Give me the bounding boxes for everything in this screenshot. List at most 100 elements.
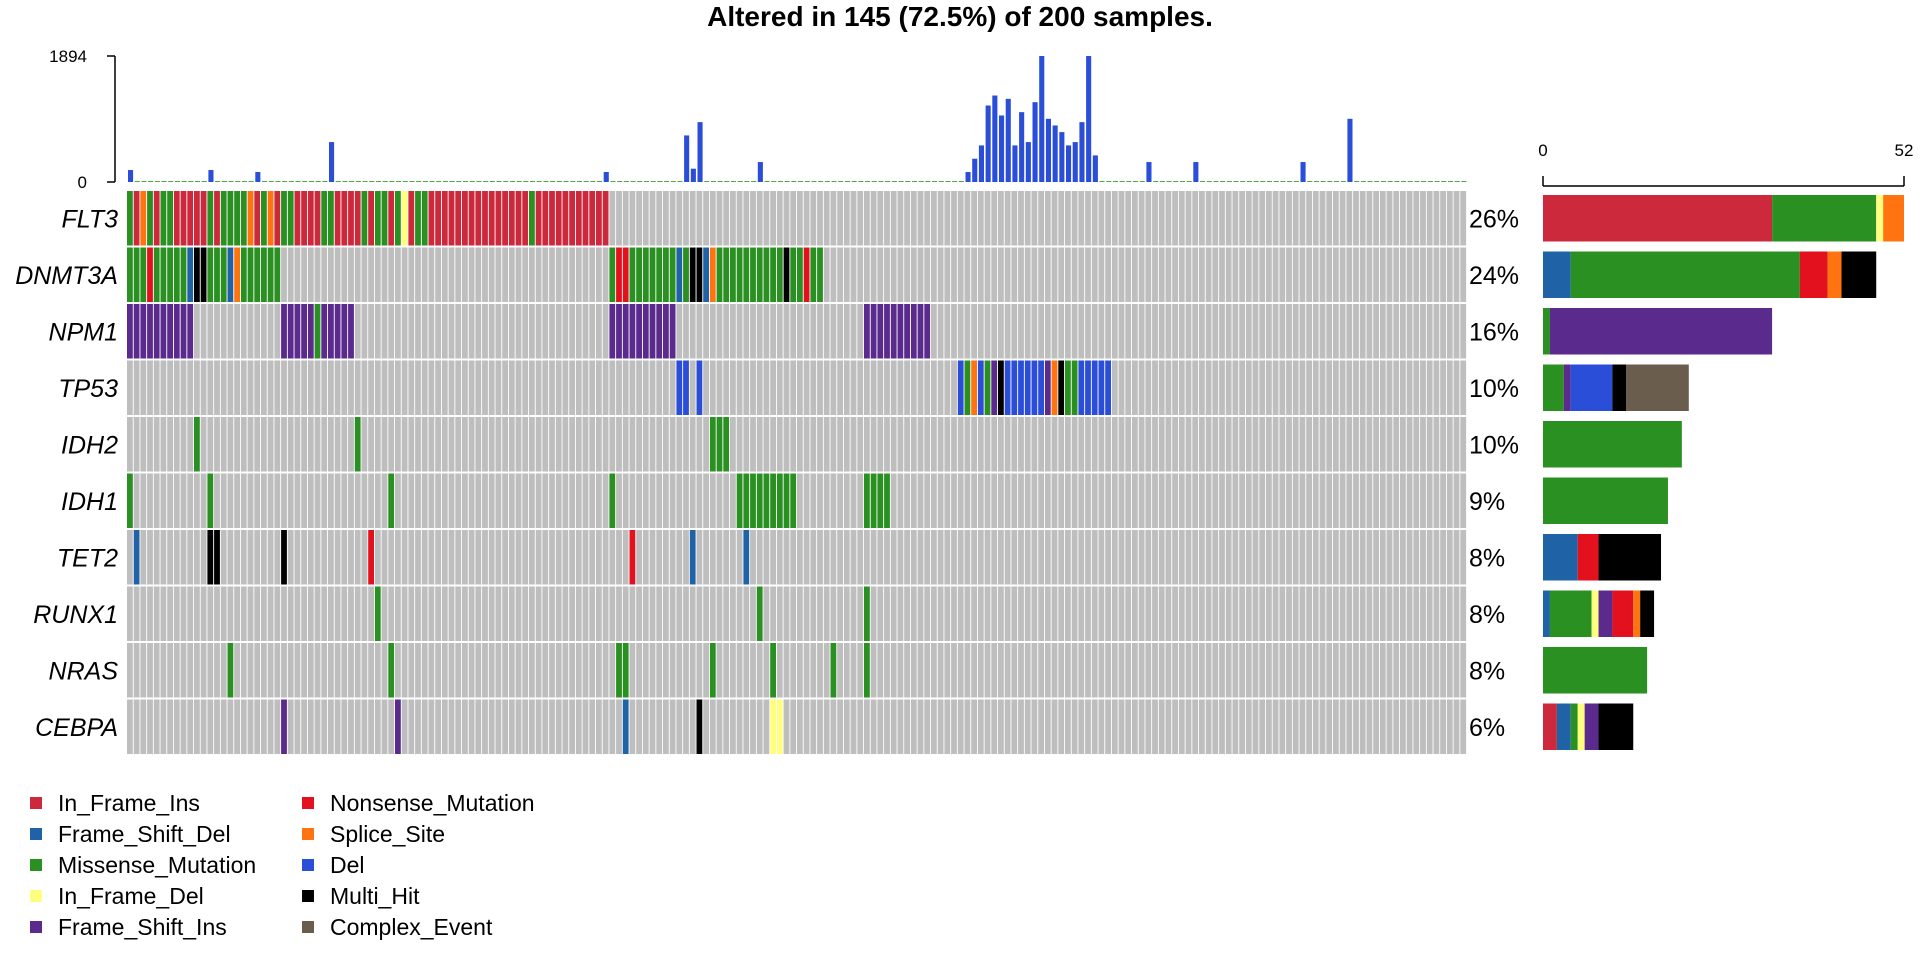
matrix-cell xyxy=(622,473,629,528)
matrix-cell xyxy=(622,304,629,359)
matrix-cell xyxy=(669,191,676,246)
tmb-bar xyxy=(871,181,877,182)
matrix-cell xyxy=(1158,530,1165,585)
matrix-cell xyxy=(1219,586,1225,641)
matrix-cell xyxy=(931,586,937,641)
tmb-bar xyxy=(416,181,422,182)
matrix-cell xyxy=(1152,699,1158,754)
matrix-cell xyxy=(187,586,194,641)
matrix-cell xyxy=(562,417,569,472)
matrix-cell xyxy=(910,699,917,754)
matrix-cell xyxy=(977,360,984,415)
matrix-cell xyxy=(998,417,1004,472)
legend-label: Nonsense_Mutation xyxy=(330,790,535,816)
tmb-bar xyxy=(1334,181,1340,182)
matrix-cell xyxy=(1085,304,1091,359)
matrix-cell xyxy=(1353,191,1359,246)
matrix-cell xyxy=(160,360,167,415)
tmb-bar xyxy=(1394,181,1400,182)
matrix-cell xyxy=(716,586,723,641)
matrix-cell xyxy=(160,699,167,754)
matrix-cell xyxy=(676,530,683,585)
matrix-cell xyxy=(602,699,609,754)
matrix-cell xyxy=(837,191,843,246)
tmb-bar xyxy=(1086,56,1092,182)
matrix-cell xyxy=(629,360,636,415)
matrix-cell xyxy=(194,699,200,754)
matrix-cell xyxy=(1252,473,1259,528)
matrix-cell xyxy=(354,247,361,302)
matrix-cell xyxy=(502,360,508,415)
matrix-cell xyxy=(1192,417,1199,472)
matrix-cell xyxy=(890,191,897,246)
matrix-cell xyxy=(1011,417,1018,472)
matrix-cell xyxy=(187,473,194,528)
matrix-cell xyxy=(321,304,328,359)
matrix-cell xyxy=(850,699,857,754)
tmb-bar xyxy=(215,181,221,182)
matrix-cell xyxy=(763,417,770,472)
matrix-cell xyxy=(656,586,663,641)
matrix-cell xyxy=(495,417,502,472)
tmb-bar xyxy=(717,181,723,182)
matrix-cell xyxy=(850,360,857,415)
matrix-cell xyxy=(374,586,381,641)
matrix-cell xyxy=(1051,586,1058,641)
matrix-cell xyxy=(147,417,153,472)
matrix-cell xyxy=(1326,643,1333,698)
matrix-cell xyxy=(1071,530,1078,585)
matrix-cell xyxy=(709,473,716,528)
matrix-cell xyxy=(1031,360,1038,415)
matrix-cell xyxy=(998,473,1004,528)
matrix-cell xyxy=(1172,530,1178,585)
matrix-cell xyxy=(1232,360,1239,415)
matrix-cell xyxy=(676,191,683,246)
matrix-cell xyxy=(522,530,529,585)
matrix-cell xyxy=(609,473,616,528)
matrix-cell xyxy=(488,417,495,472)
matrix-cell xyxy=(455,417,462,472)
matrix-cell xyxy=(1353,586,1359,641)
matrix-cell xyxy=(1460,417,1467,472)
matrix-cell xyxy=(803,417,810,472)
matrix-cell xyxy=(1091,247,1098,302)
matrix-cell xyxy=(964,191,971,246)
matrix-cell xyxy=(374,247,381,302)
matrix-cell xyxy=(535,473,542,528)
matrix-cell xyxy=(797,360,803,415)
tmb-bar xyxy=(1267,181,1273,182)
matrix-cell xyxy=(1426,417,1433,472)
matrix-cell xyxy=(589,191,596,246)
tmb-bar xyxy=(148,181,154,182)
matrix-cell xyxy=(207,304,214,359)
matrix-cell xyxy=(1239,247,1245,302)
matrix-cell xyxy=(535,304,542,359)
matrix-cell xyxy=(1359,643,1366,698)
tmb-bar xyxy=(1401,181,1407,182)
matrix-cell xyxy=(857,643,864,698)
tmb-bar xyxy=(878,181,884,182)
matrix-cell xyxy=(334,417,341,472)
matrix-cell xyxy=(1232,473,1239,528)
matrix-cell xyxy=(736,191,743,246)
matrix-cell xyxy=(1312,304,1319,359)
matrix-cell xyxy=(1232,191,1239,246)
matrix-cell xyxy=(488,360,495,415)
matrix-cell xyxy=(1192,586,1199,641)
matrix-cell xyxy=(1051,473,1058,528)
matrix-cell xyxy=(1165,247,1172,302)
matrix-cell xyxy=(562,360,569,415)
matrix-cell xyxy=(200,247,207,302)
tmb-bar xyxy=(958,181,964,182)
matrix-cell xyxy=(957,530,964,585)
matrix-cell xyxy=(435,360,441,415)
matrix-cell xyxy=(1091,191,1098,246)
matrix-cell xyxy=(354,360,361,415)
matrix-cell xyxy=(287,643,294,698)
matrix-cell xyxy=(468,473,475,528)
matrix-cell xyxy=(1306,586,1312,641)
matrix-cell xyxy=(1212,247,1219,302)
tmb-bar xyxy=(1320,181,1326,182)
matrix-cell xyxy=(1178,473,1185,528)
matrix-cell xyxy=(991,417,998,472)
